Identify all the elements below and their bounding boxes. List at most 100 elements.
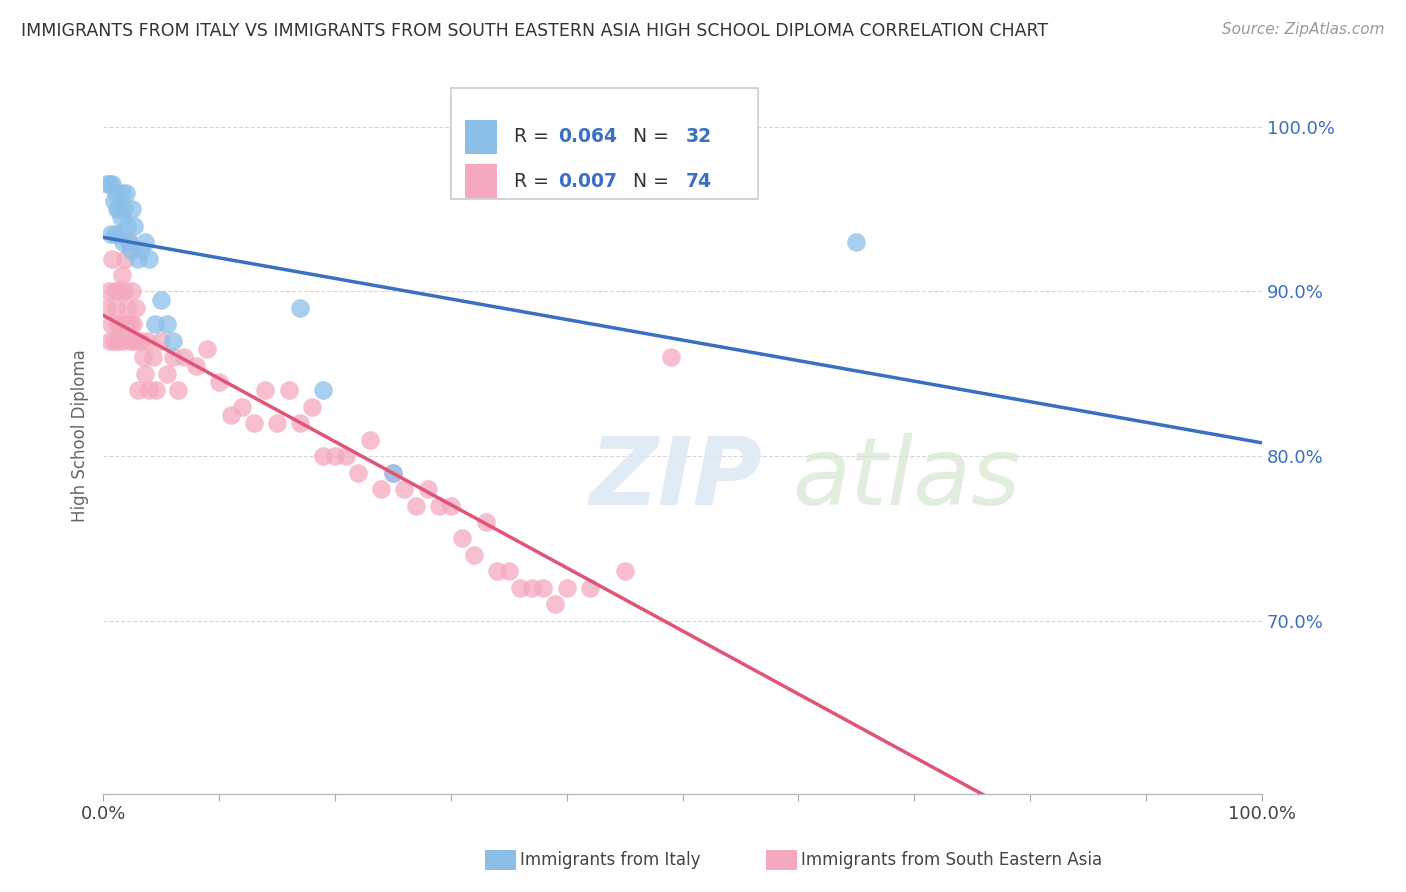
Point	[520, 581, 543, 595]
Point	[97, 285, 120, 299]
Point	[301, 400, 323, 414]
Point	[427, 499, 450, 513]
Point	[208, 375, 231, 389]
Point	[544, 597, 567, 611]
Point	[131, 351, 153, 365]
Point	[105, 202, 128, 216]
FancyBboxPatch shape	[464, 120, 498, 154]
Point	[100, 227, 122, 241]
Point	[111, 268, 134, 282]
Text: atlas: atlas	[793, 433, 1021, 524]
Point	[231, 400, 253, 414]
Point	[122, 318, 145, 332]
Point	[288, 416, 311, 430]
Point	[312, 384, 335, 398]
Point	[578, 581, 600, 595]
Point	[197, 342, 219, 356]
Point	[121, 202, 143, 216]
Point	[96, 178, 118, 192]
Point	[219, 408, 242, 422]
Point	[145, 384, 167, 398]
Text: N =: N =	[621, 172, 675, 191]
Point	[107, 334, 129, 348]
Point	[347, 466, 370, 480]
Point	[118, 318, 141, 332]
Point	[277, 384, 299, 398]
Point	[96, 301, 118, 315]
Point	[111, 186, 134, 200]
Point	[110, 318, 132, 332]
Point	[156, 318, 179, 332]
Point	[323, 449, 346, 463]
Point	[254, 384, 277, 398]
Point	[162, 351, 184, 365]
Point	[312, 449, 335, 463]
Point	[124, 219, 146, 233]
Point	[845, 235, 868, 249]
Text: 0.064: 0.064	[558, 128, 617, 146]
Point	[115, 318, 138, 332]
Text: 32: 32	[686, 128, 711, 146]
Point	[98, 178, 121, 192]
Point	[120, 244, 142, 258]
Point	[555, 581, 578, 595]
Point	[288, 301, 311, 315]
Point	[98, 334, 121, 348]
Text: R =: R =	[515, 172, 555, 191]
Point	[370, 482, 392, 496]
Point	[112, 285, 135, 299]
Point	[613, 565, 636, 579]
Point	[121, 285, 143, 299]
Point	[405, 499, 427, 513]
Point	[142, 351, 165, 365]
Point	[138, 384, 160, 398]
Text: N =: N =	[621, 128, 675, 146]
Point	[150, 293, 173, 307]
Point	[104, 186, 127, 200]
Point	[134, 367, 156, 381]
Point	[156, 367, 179, 381]
Point	[104, 301, 127, 315]
Point	[101, 252, 124, 266]
Text: Source: ZipAtlas.com: Source: ZipAtlas.com	[1222, 22, 1385, 37]
Point	[143, 318, 166, 332]
Point	[120, 334, 142, 348]
Point	[103, 194, 125, 208]
Point	[381, 466, 404, 480]
Point	[111, 334, 134, 348]
Point	[111, 235, 134, 249]
Point	[451, 532, 474, 546]
Point	[416, 482, 439, 496]
Point	[117, 219, 139, 233]
Text: Immigrants from South Eastern Asia: Immigrants from South Eastern Asia	[801, 851, 1102, 869]
Point	[115, 186, 138, 200]
Point	[138, 252, 160, 266]
Point	[100, 318, 122, 332]
Point	[108, 202, 131, 216]
Text: 74: 74	[686, 172, 711, 191]
Point	[124, 334, 146, 348]
Point	[103, 334, 125, 348]
Point	[440, 499, 463, 513]
Text: R =: R =	[515, 128, 555, 146]
Point	[173, 351, 195, 365]
Point	[131, 244, 153, 258]
Point	[110, 211, 132, 225]
Point	[167, 384, 190, 398]
Y-axis label: High School Diploma: High School Diploma	[72, 349, 89, 522]
Point	[136, 334, 159, 348]
Point	[486, 565, 509, 579]
Point	[134, 235, 156, 249]
Point	[509, 581, 531, 595]
Text: Immigrants from Italy: Immigrants from Italy	[520, 851, 700, 869]
Point	[104, 285, 127, 299]
Point	[335, 449, 357, 463]
Point	[659, 351, 682, 365]
FancyBboxPatch shape	[464, 164, 498, 199]
Point	[533, 581, 555, 595]
Point	[101, 178, 124, 192]
Text: IMMIGRANTS FROM ITALY VS IMMIGRANTS FROM SOUTH EASTERN ASIA HIGH SCHOOL DIPLOMA : IMMIGRANTS FROM ITALY VS IMMIGRANTS FROM…	[21, 22, 1049, 40]
Point	[359, 433, 381, 447]
Point	[184, 359, 207, 373]
Point	[124, 301, 146, 315]
